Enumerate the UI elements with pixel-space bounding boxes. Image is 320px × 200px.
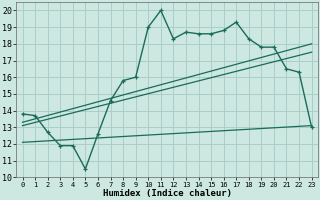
X-axis label: Humidex (Indice chaleur): Humidex (Indice chaleur) xyxy=(103,189,232,198)
